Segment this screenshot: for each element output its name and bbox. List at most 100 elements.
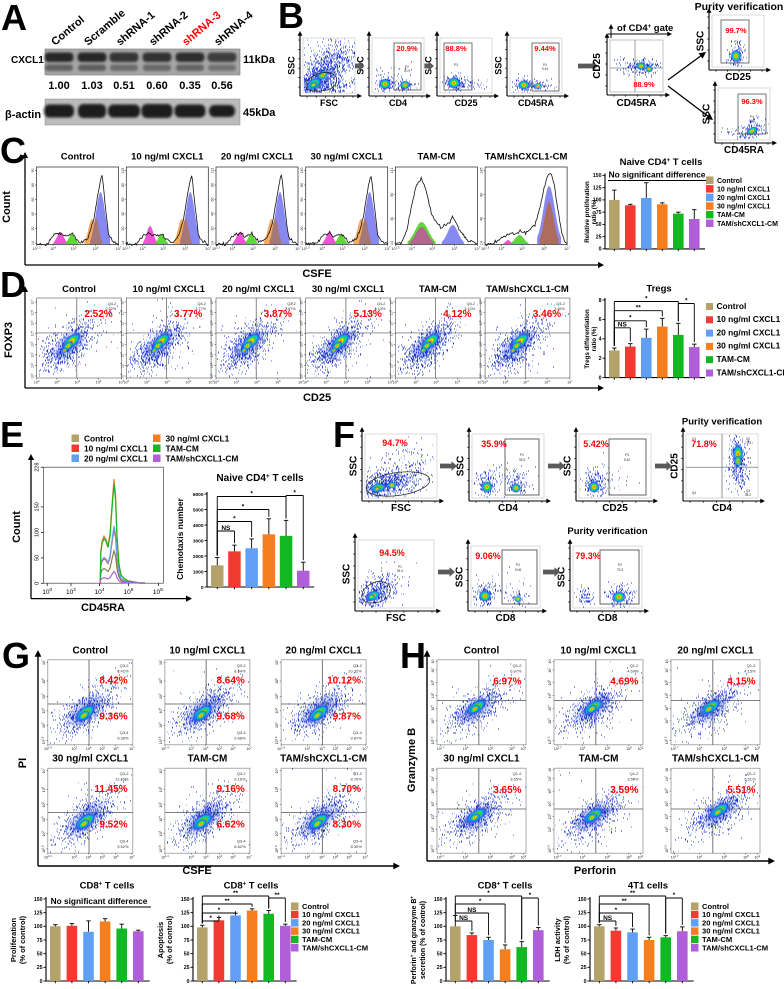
svg-text:106: 106 — [210, 309, 214, 315]
svg-text:0: 0 — [599, 375, 602, 381]
svg-text:FSC: FSC — [386, 613, 406, 624]
svg-text:103: 103 — [210, 341, 214, 347]
svg-text:TAM/shCXCL1-CM: TAM/shCXCL1-CM — [717, 367, 784, 377]
svg-text:103: 103 — [430, 718, 435, 724]
svg-text:105: 105 — [479, 320, 483, 326]
svg-text:40: 40 — [390, 217, 394, 221]
svg-text:10 ng/ml CXCL1: 10 ng/ml CXCL1 — [560, 645, 637, 656]
svg-text:104: 104 — [120, 331, 124, 337]
svg-text:3.46%: 3.46% — [554, 307, 565, 311]
svg-text:105: 105 — [160, 246, 166, 251]
svg-text:Q3-4: Q3-4 — [353, 730, 363, 735]
svg-text:**: ** — [630, 890, 636, 897]
svg-text:25: 25 — [437, 965, 443, 971]
svg-text:107: 107 — [41, 659, 46, 665]
svg-text:103: 103 — [274, 830, 279, 836]
svg-text:*: * — [242, 503, 245, 510]
svg-text:30 ng/ml CXCL1: 30 ng/ml CXCL1 — [702, 927, 761, 936]
svg-text:106: 106 — [547, 788, 552, 794]
svg-text:106: 106 — [230, 746, 236, 751]
svg-text:Q1-2: Q1-2 — [513, 663, 523, 668]
svg-text:105: 105 — [547, 692, 552, 698]
svg-text:Naive CD4+ T cells: Naive CD4+ T cells — [620, 157, 703, 168]
svg-text:100: 100 — [482, 379, 488, 384]
svg-text:0: 0 — [187, 979, 190, 985]
svg-text:101.3: 101.3 — [302, 246, 311, 251]
svg-text:14: 14 — [300, 241, 304, 245]
svg-text:4.69%: 4.69% — [610, 676, 638, 687]
svg-text:Control: Control — [464, 645, 500, 656]
svg-text:107: 107 — [116, 246, 122, 251]
svg-text:*: * — [487, 890, 490, 897]
svg-text:9.06%: 9.06% — [475, 551, 501, 561]
svg-text:45kDa: 45kDa — [243, 107, 276, 119]
svg-text:109: 109 — [521, 854, 527, 859]
svg-text:**: ** — [274, 892, 280, 899]
svg-text:Purity verification: Purity verification — [682, 417, 762, 428]
svg-text:102: 102 — [30, 352, 34, 358]
svg-text:20: 20 — [31, 227, 35, 231]
svg-text:9.36%: 9.36% — [99, 711, 127, 722]
svg-text:101.7: 101.7 — [671, 746, 679, 751]
svg-text:Q1-2: Q1-2 — [513, 771, 523, 776]
svg-text:125: 125 — [434, 910, 443, 916]
svg-text:106: 106 — [547, 680, 552, 686]
svg-text:105: 105 — [300, 320, 304, 326]
svg-text:20 ng/ml CXCL1: 20 ng/ml CXCL1 — [84, 454, 148, 464]
svg-text:100.3: 100.3 — [664, 736, 669, 744]
svg-text:10.12%: 10.12% — [327, 676, 361, 687]
svg-text:101.6: 101.6 — [274, 736, 279, 744]
svg-text:100: 100 — [303, 379, 309, 384]
svg-text:104: 104 — [319, 746, 325, 751]
svg-text:101.6: 101.6 — [41, 736, 46, 744]
svg-text:9.16%: 9.16% — [234, 777, 246, 782]
svg-text:104: 104 — [430, 813, 435, 819]
svg-text:101: 101 — [300, 362, 304, 368]
svg-text:145: 145 — [480, 168, 484, 174]
svg-text:106: 106 — [41, 786, 46, 792]
svg-text:103: 103 — [300, 341, 304, 347]
svg-text:3.77%: 3.77% — [195, 307, 206, 311]
svg-text:3.87%: 3.87% — [285, 307, 296, 311]
svg-text:TAM-CM: TAM-CM — [419, 284, 457, 295]
svg-text:107: 107 — [362, 746, 368, 751]
svg-text:TAM-CM: TAM-CM — [717, 212, 745, 219]
svg-text:*: * — [685, 297, 688, 304]
svg-text:102: 102 — [144, 379, 150, 384]
svg-text:103: 103 — [664, 718, 669, 724]
svg-text:Q1-2: Q1-2 — [747, 771, 757, 776]
svg-text:106: 106 — [664, 680, 669, 686]
svg-text:10 ng/ml CXCL1: 10 ng/ml CXCL1 — [169, 645, 246, 656]
svg-text:Q1-2: Q1-2 — [630, 771, 640, 776]
svg-text:150: 150 — [593, 173, 602, 179]
svg-text:CD8+ T cells: CD8+ T cells — [478, 881, 533, 892]
svg-text:106: 106 — [346, 854, 352, 859]
svg-text:125: 125 — [593, 185, 602, 191]
svg-text:107: 107 — [362, 854, 368, 859]
svg-text:112: 112 — [211, 168, 215, 174]
svg-text:106: 106 — [362, 246, 368, 251]
svg-text:106: 106 — [452, 246, 458, 251]
svg-text:14: 14 — [211, 241, 215, 245]
svg-text:105: 105 — [185, 379, 191, 384]
svg-text:8.42%: 8.42% — [99, 676, 127, 687]
svg-text:100: 100 — [34, 379, 40, 384]
svg-text:107: 107 — [547, 775, 552, 781]
svg-text:TAM-CM: TAM-CM — [717, 354, 750, 364]
svg-text:107: 107 — [119, 379, 125, 384]
svg-text:101.6: 101.6 — [158, 736, 163, 744]
svg-text:105: 105 — [274, 802, 279, 808]
svg-text:106: 106 — [158, 678, 163, 684]
svg-text:101: 101 — [389, 362, 393, 368]
svg-text:60: 60 — [211, 198, 215, 202]
svg-text:No significant difference: No significant difference — [51, 896, 148, 906]
svg-text:P3: P3 — [454, 63, 458, 67]
svg-text:105: 105 — [217, 746, 223, 751]
svg-text:107: 107 — [210, 299, 214, 305]
svg-text:107: 107 — [129, 746, 135, 751]
svg-text:104: 104 — [499, 246, 505, 251]
svg-text:106: 106 — [41, 678, 46, 684]
svg-text:CD4: CD4 — [712, 503, 732, 514]
svg-text:8.30%: 8.30% — [333, 820, 361, 831]
svg-text:105: 105 — [96, 379, 102, 384]
